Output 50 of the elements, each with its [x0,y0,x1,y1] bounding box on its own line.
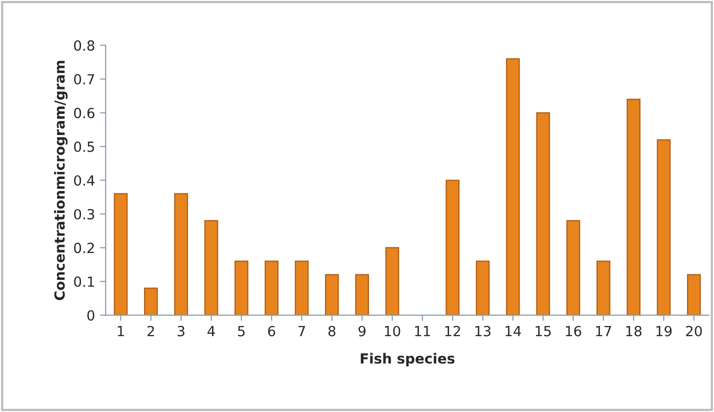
y-tick-label: 0 [87,310,94,321]
bar [446,180,460,316]
bar [626,98,640,316]
bar [566,220,580,316]
x-tick-label: 14 [506,326,521,336]
bar [536,112,550,316]
x-axis-title: Fish species [360,352,454,366]
y-tick-label: 0.2 [74,242,94,254]
bar [264,260,278,316]
x-tick-label: 2 [148,326,154,336]
bar [144,288,158,316]
x-tick-label: 19 [656,326,672,336]
x-tick-label: 1 [118,326,124,336]
x-tick-label: 7 [298,326,305,336]
bar [174,193,188,316]
y-tick-label: 0.6 [74,108,94,118]
x-tick-label: 17 [596,326,612,336]
y-tick-label: 0.3 [74,208,94,220]
bar [506,58,520,316]
x-tick-label: 3 [178,326,184,336]
bar [687,274,701,316]
x-tick-label: 12 [445,326,460,336]
x-tick-label: 8 [328,326,336,336]
y-tick-label: 0.8 [74,40,94,51]
y-axis-title: Concentrationmicrogram/gram [54,60,68,300]
x-tick-label: 6 [268,326,276,336]
y-tick-label: 0.7 [74,74,94,85]
y-tick-label: 0.4 [74,175,94,186]
x-tick-label: 4 [208,326,215,336]
bar [656,139,671,316]
x-tick-label: 18 [626,326,642,336]
y-tick-label: 0.1 [74,276,94,287]
x-tick-label: 20 [686,326,702,336]
x-tick-label: 9 [358,326,366,336]
bar [234,260,248,316]
bar [476,260,490,316]
x-tick-label: 13 [475,326,490,336]
bar [596,260,610,316]
bar [114,193,128,316]
bar [204,220,218,316]
bar [385,247,400,316]
x-tick-label: 15 [536,326,551,336]
x-tick-label: 10 [384,326,400,336]
x-tick-label: 16 [566,326,582,336]
bar [294,260,309,316]
bar [355,274,369,316]
y-tick-label: 0.5 [74,141,94,152]
x-tick-label: 11 [415,326,430,336]
x-tick-label: 5 [238,326,245,336]
bar [325,274,339,316]
